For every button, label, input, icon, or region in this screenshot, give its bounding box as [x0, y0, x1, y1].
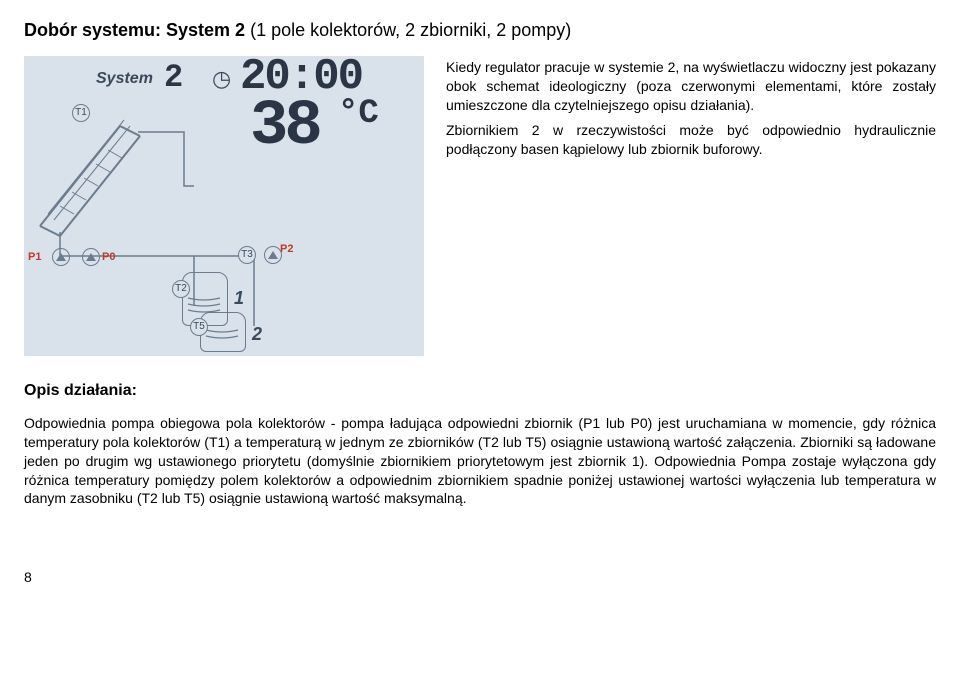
opis-body: Odpowiednia pompa obiegowa pola kolektor…: [24, 414, 936, 508]
pump-p1-label: P1: [28, 250, 41, 265]
title-rest: (1 pole kolektorów, 2 zbiorniki, 2 pompy…: [245, 20, 571, 40]
system-diagram: System 2 ◷ 20:00 38 °C T1: [24, 56, 424, 356]
side-text: Kiedy regulator pracuje w systemie 2, na…: [446, 56, 936, 158]
pump-p0-label: P0: [102, 250, 115, 265]
pump-p2-label: P2: [280, 242, 293, 257]
tank-2-num: 2: [252, 322, 262, 346]
page-title: Dobór systemu: System 2 (1 pole kolektor…: [24, 18, 936, 42]
title-bold: Dobór systemu: System 2: [24, 20, 245, 40]
page-number: 8: [24, 568, 936, 587]
side-para-1: Kiedy regulator pracuje w systemie 2, na…: [446, 58, 936, 115]
opis-heading: Opis działania:: [24, 380, 936, 402]
side-para-2: Zbiornikiem 2 w rzeczywistości może być …: [446, 121, 936, 159]
coil-2: [202, 328, 242, 348]
top-row: System 2 ◷ 20:00 38 °C T1: [24, 56, 936, 356]
tank-1-num: 1: [234, 286, 244, 310]
